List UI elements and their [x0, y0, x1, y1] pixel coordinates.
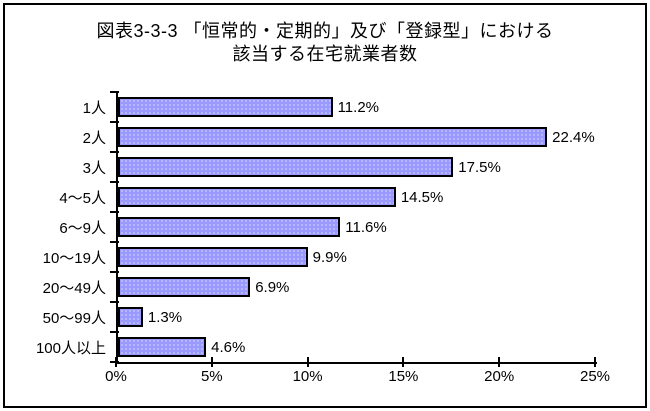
category-label: 2人 — [82, 129, 106, 147]
x-axis-ticks — [115, 357, 596, 367]
bar-row: 1.3% — [118, 302, 597, 332]
x-axis-tick-label: 0% — [105, 368, 127, 385]
bar-5 — [118, 217, 341, 237]
y-axis-tick — [110, 271, 119, 273]
category-label: 4〜5人 — [59, 189, 106, 207]
x-axis-tick — [402, 357, 405, 367]
x-axis-tick-labels: 0% 5% 10% 15% 20% 25% — [105, 368, 610, 388]
bar-2 — [118, 127, 548, 147]
y-axis-tick — [110, 91, 119, 93]
bar-value-label: 22.4% — [552, 128, 595, 146]
bar-value-label: 11.6% — [345, 218, 387, 236]
bar-6 — [118, 247, 308, 267]
chart-title-line2: 該当する在宅就業者数 — [232, 44, 418, 64]
chart-outer-border — [3, 3, 647, 408]
bar-row: 17.5% — [118, 152, 597, 182]
x-axis-tick-label: 20% — [484, 368, 515, 385]
x-axis-tick — [498, 357, 501, 367]
y-axis-tick — [110, 361, 119, 363]
bar-value-label: 11.2% — [337, 98, 379, 116]
x-axis-tick-label: 10% — [292, 368, 323, 385]
plot-area: 11.2% 22.4% 17.5% 14.5% 11.6% 9.9% 6.9% 1.3% 4.6… — [116, 92, 597, 364]
y-axis-tick — [110, 331, 119, 333]
bar-row: 9.9% — [118, 242, 597, 272]
x-axis-tick — [306, 357, 309, 367]
bar-row: 4.6% — [118, 332, 597, 362]
y-axis-tick — [110, 241, 119, 243]
y-axis-tick — [110, 151, 119, 153]
y-axis-tick — [110, 301, 119, 303]
bar-value-label: 6.9% — [255, 278, 290, 296]
y-axis-tick — [110, 211, 119, 213]
bar-1 — [118, 97, 333, 117]
bar-4 — [118, 187, 396, 207]
category-label: 20〜49人 — [42, 279, 106, 297]
x-axis-tick — [115, 357, 117, 367]
bar-3 — [118, 157, 454, 177]
category-label: 3人 — [82, 159, 106, 177]
bar-7 — [118, 277, 251, 297]
category-label: 50〜99人 — [42, 309, 106, 327]
chart-title: 図表3-3-3 「恒常的・定期的」及び「登録型」における 該当する在宅就業者数 — [0, 20, 650, 66]
bar-value-label: 9.9% — [312, 248, 347, 266]
x-axis-tick — [210, 357, 213, 367]
bar-9 — [118, 337, 207, 357]
bar-row: 6.9% — [118, 272, 597, 302]
bar-row: 14.5% — [118, 182, 597, 212]
x-axis-tick-label: 5% — [200, 368, 223, 385]
x-axis-tick-label: 25% — [579, 368, 611, 385]
bar-value-label: 1.3% — [147, 308, 183, 326]
bar-row: 11.6% — [118, 212, 597, 242]
y-axis-tick — [110, 121, 119, 123]
category-label: 10〜19人 — [42, 249, 106, 267]
bar-8 — [118, 307, 143, 327]
category-label: 6〜9人 — [59, 219, 106, 237]
y-axis-tick — [110, 181, 119, 183]
category-label: 1人 — [82, 99, 106, 117]
chart-title-line1: 図表3-3-3 「恒常的・定期的」及び「登録型」における — [96, 21, 554, 41]
y-axis-ticks — [110, 91, 119, 364]
x-axis-tick — [594, 357, 596, 367]
bar-value-label: 4.6% — [211, 338, 246, 356]
bar-value-label: 14.5% — [400, 188, 444, 206]
category-axis-labels: 1人 2人 3人 4〜5人 6〜9人 10〜19人 20〜49人 50〜99人 100人以上 — [0, 92, 106, 362]
bar-row: 11.2% — [118, 92, 597, 122]
bar-row: 22.4% — [118, 122, 597, 152]
x-axis-tick-label: 15% — [388, 368, 419, 385]
bar-value-label: 17.5% — [458, 158, 501, 176]
category-label: 100人以上 — [35, 339, 106, 357]
